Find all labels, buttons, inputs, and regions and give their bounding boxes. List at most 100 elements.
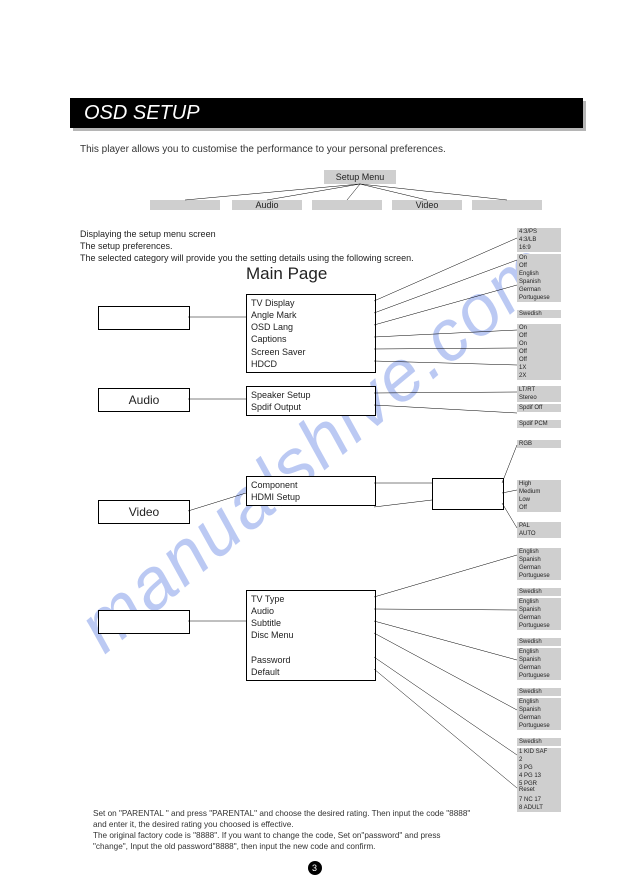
- menu-item: TV Type: [251, 593, 371, 605]
- option-value: English: [517, 698, 561, 706]
- option-value: Swedish: [517, 310, 561, 318]
- menu-item: Captions: [251, 333, 371, 345]
- option-value: 2X: [517, 372, 561, 380]
- desc-line: The selected category will provide you t…: [80, 252, 414, 264]
- option-value: On: [517, 254, 561, 262]
- tree-video: Video: [392, 200, 462, 210]
- setup-menu-root: Setup Menu: [324, 170, 396, 184]
- option-value: Low: [517, 496, 561, 504]
- foot-line: Set on "PARENTAL " and press "PARENTAL" …: [93, 808, 569, 819]
- footer-text: Set on "PARENTAL " and press "PARENTAL" …: [93, 808, 569, 852]
- option-value: Portuguese: [517, 622, 561, 630]
- option-value: Spdif Off: [517, 404, 561, 412]
- menu-item: [251, 642, 371, 654]
- menu-item: Angle Mark: [251, 309, 371, 321]
- option-value: Reset: [517, 786, 561, 794]
- option-value: German: [517, 286, 561, 294]
- menu-item: Password: [251, 654, 371, 666]
- option-value: Spanish: [517, 278, 561, 286]
- desc-line: Displaying the setup menu screen: [80, 228, 414, 240]
- option-value: RGB: [517, 440, 561, 448]
- foot-line: The original factory code is "8888". If …: [93, 830, 569, 841]
- foot-line: and enter it, the desired rating you cho…: [93, 819, 569, 830]
- page: manualshive.com OSD SETUP This player al…: [0, 0, 629, 893]
- option-value: PAL: [517, 522, 561, 530]
- main-heading: Main Page: [246, 264, 327, 284]
- option-value: Swedish: [517, 638, 561, 646]
- option-value: On: [517, 340, 561, 348]
- menu-item: HDCD: [251, 358, 371, 370]
- menu-item: Disc Menu: [251, 629, 371, 641]
- tree-audio: Audio: [232, 200, 302, 210]
- option-value: [517, 630, 561, 638]
- intro-text: This player allows you to customise the …: [80, 144, 446, 155]
- menu-preferences: TV Type Audio Subtitle Disc Menu Passwor…: [246, 590, 376, 681]
- desc-line: The setup preferences.: [80, 240, 414, 252]
- option-value: Medium: [517, 488, 561, 496]
- option-value: 3 PG: [517, 764, 561, 772]
- menu-item: Speaker Setup: [251, 389, 371, 401]
- option-value: Swedish: [517, 688, 561, 696]
- option-value: 4:3/PS: [517, 228, 561, 236]
- cat-box-blank: [98, 610, 190, 634]
- option-value: [517, 680, 561, 688]
- page-number: 3: [0, 858, 629, 876]
- menu-item: Screen Saver: [251, 346, 371, 358]
- option-value: English: [517, 548, 561, 556]
- option-value: Spanish: [517, 656, 561, 664]
- option-value: Portuguese: [517, 572, 561, 580]
- option-value: 16:9: [517, 244, 561, 252]
- option-value: Stereo: [517, 394, 561, 402]
- option-value: Spdif PCM: [517, 420, 561, 428]
- option-value: German: [517, 564, 561, 572]
- tree-bar: [312, 200, 382, 210]
- option-value: LT/RT: [517, 386, 561, 394]
- option-value: Off: [517, 356, 561, 364]
- option-value: [517, 580, 561, 588]
- option-value: Off: [517, 504, 561, 512]
- menu-video: Component HDMI Setup: [246, 476, 376, 506]
- menu-item: Spdif Output: [251, 401, 371, 413]
- option-value: High: [517, 480, 561, 488]
- option-value: German: [517, 714, 561, 722]
- tree-bar: [150, 200, 220, 210]
- option-value: 4 PG 13: [517, 772, 561, 780]
- option-value: 1X: [517, 364, 561, 372]
- menu-item: Default: [251, 666, 371, 678]
- menu-item: Component: [251, 479, 371, 491]
- option-value: Portuguese: [517, 294, 561, 302]
- option-value: On: [517, 324, 561, 332]
- option-value: Swedish: [517, 588, 561, 596]
- option-value: [517, 730, 561, 738]
- option-value: English: [517, 648, 561, 656]
- menu-item: OSD Lang: [251, 321, 371, 333]
- menu-item: Audio: [251, 605, 371, 617]
- cat-box-audio: Audio: [98, 388, 190, 412]
- option-value: Off: [517, 348, 561, 356]
- menu-audio: Speaker Setup Spdif Output: [246, 386, 376, 416]
- menu-item: HDMI Setup: [251, 491, 371, 503]
- menu-item: Subtitle: [251, 617, 371, 629]
- option-value: Spanish: [517, 606, 561, 614]
- description: Displaying the setup menu screen The set…: [80, 228, 414, 264]
- sub-box: [432, 478, 504, 510]
- cat-box-blank: [98, 306, 190, 330]
- title-bar: OSD SETUP: [70, 98, 583, 128]
- page-number-badge: 3: [308, 861, 322, 875]
- option-value: 1 KID SAF: [517, 748, 561, 756]
- option-value: [517, 302, 561, 310]
- option-value: 7 NC 17: [517, 796, 561, 804]
- option-value: AUTO: [517, 530, 561, 538]
- foot-line: "change", Input the old password"8888", …: [93, 841, 569, 852]
- page-title: OSD SETUP: [84, 102, 200, 125]
- option-value: English: [517, 598, 561, 606]
- option-value: Off: [517, 262, 561, 270]
- option-value: Spanish: [517, 706, 561, 714]
- menu-general: TV Display Angle Mark OSD Lang Captions …: [246, 294, 376, 373]
- menu-item: TV Display: [251, 297, 371, 309]
- option-value: Portuguese: [517, 722, 561, 730]
- option-value: English: [517, 270, 561, 278]
- option-value: German: [517, 664, 561, 672]
- option-value: 2: [517, 756, 561, 764]
- tree-bar: [472, 200, 542, 210]
